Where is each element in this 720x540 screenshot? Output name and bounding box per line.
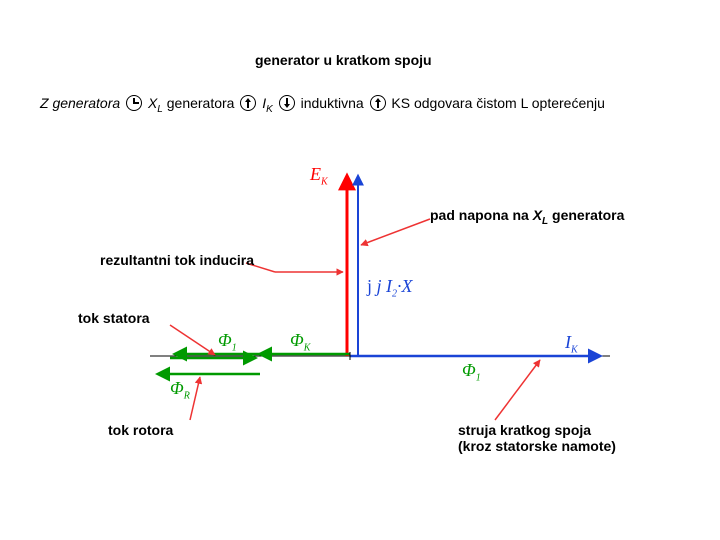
lbl-phi1b: Φ1 xyxy=(462,360,481,384)
lbl-tok-statora: tok statora xyxy=(78,310,150,326)
lbl-phiK: ΦK xyxy=(290,330,310,354)
lbl-jI2X: j j I2·X xyxy=(367,276,413,300)
lbl-rezultantni: rezultantni tok inducira xyxy=(100,252,254,268)
pointer-tok-rotora xyxy=(190,377,200,420)
lbl-phi1: Φ1 xyxy=(218,330,237,354)
pointer-pad-napona xyxy=(361,219,430,245)
lbl-pad-napona: pad napona na XL generatora xyxy=(430,207,624,227)
pointer-struja-ks xyxy=(495,360,540,420)
lbl-struja-ks: struja kratkog spoja (kroz statorske nam… xyxy=(458,422,616,454)
lbl-phiR: ΦR xyxy=(170,378,190,402)
pointer-tok-statora xyxy=(170,325,215,355)
lbl-tok-rotora: tok rotora xyxy=(108,422,173,438)
phasor-diagram xyxy=(0,0,720,540)
lbl-Ek: EK xyxy=(310,164,328,188)
lbl-Ik: IK xyxy=(565,332,578,356)
